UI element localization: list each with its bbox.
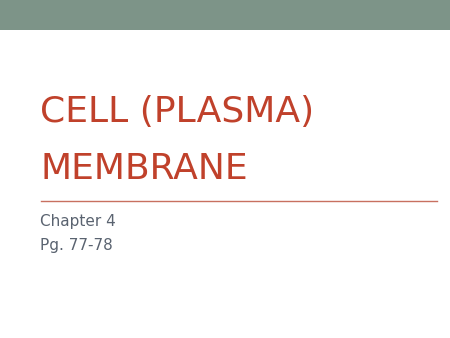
Bar <box>0 0 450 30</box>
Text: Chapter 4: Chapter 4 <box>40 214 116 229</box>
Text: CELL (PLASMA): CELL (PLASMA) <box>40 95 315 128</box>
Text: MEMBRANE: MEMBRANE <box>40 152 248 186</box>
Text: Pg. 77-78: Pg. 77-78 <box>40 238 113 252</box>
